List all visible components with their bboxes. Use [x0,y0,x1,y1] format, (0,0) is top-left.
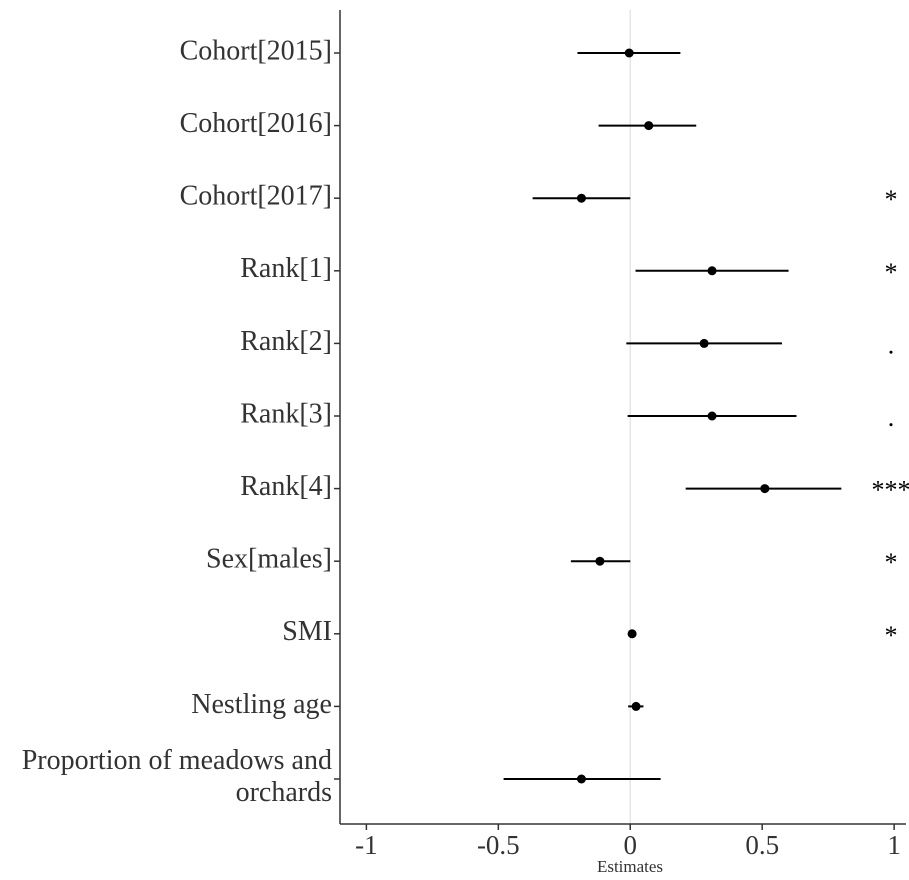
significance-label: * [885,258,898,287]
category-label: Rank[4] [240,471,332,502]
significance-label: * [885,621,898,650]
estimate-point [760,484,770,494]
x-tick-label: 0.5 [745,830,779,860]
significance-label: . [888,330,895,359]
category-label: Cohort[2016] [180,108,332,139]
estimate-point [576,193,586,203]
category-label: Cohort[2015] [180,35,332,66]
category-label: Cohort[2017] [180,181,332,212]
significance-label: * [885,548,898,577]
category-label: Rank[3] [240,398,332,429]
x-tick-label: -0.5 [477,830,520,860]
significance-label: *** [872,476,909,505]
estimate-point [624,48,634,58]
estimate-point [707,411,717,421]
estimate-point [576,774,586,784]
category-label: Nestling age [191,689,332,720]
category-label: Sex[males] [206,544,332,575]
estimate-point [707,266,717,276]
estimate-point [644,121,654,131]
x-tick-label: -1 [355,830,378,860]
x-tick-label: 1 [887,830,901,860]
x-axis-title: Estimates [597,857,663,876]
significance-label: * [885,185,898,214]
category-label: Rank[2] [240,326,332,357]
category-label: SMI [282,616,332,647]
estimate-point [699,338,709,348]
x-tick-label: 0 [624,830,638,860]
category-label: Rank[1] [240,253,332,284]
estimate-point [631,701,641,711]
significance-label: . [888,403,895,432]
estimate-point [627,629,637,639]
estimate-point [595,556,605,566]
category-label: Proportion of meadows and orchards [22,745,332,808]
